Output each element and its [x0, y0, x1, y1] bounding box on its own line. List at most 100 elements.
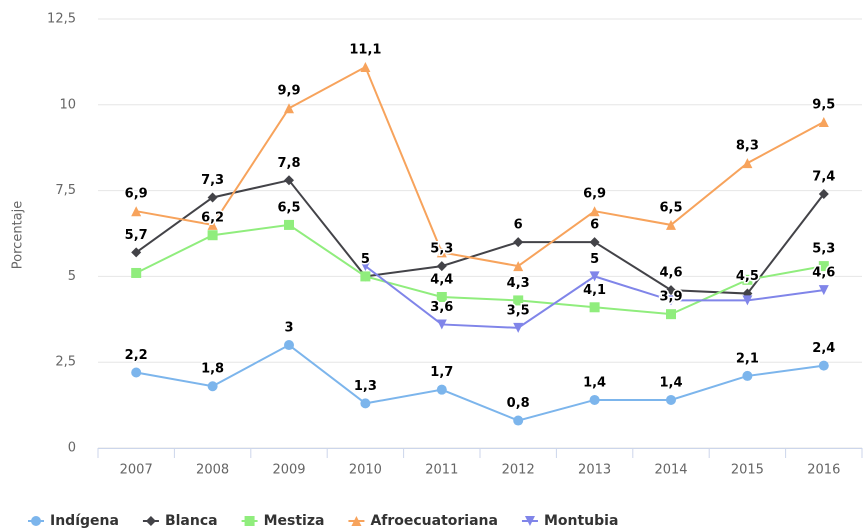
legend-symbol [244, 516, 255, 526]
data-label: 1,7 [430, 365, 453, 380]
point [666, 285, 676, 296]
data-label: 4,5 [736, 269, 759, 284]
point [207, 219, 218, 230]
x-tick-label: 2012 [502, 463, 535, 478]
data-label: 1,4 [659, 375, 682, 390]
point [360, 398, 371, 409]
point [436, 291, 447, 302]
data-label: 2,4 [812, 341, 835, 356]
point [742, 158, 753, 169]
point [666, 394, 676, 405]
legend-symbol [351, 516, 362, 526]
data-label: 6 [514, 218, 523, 233]
point [513, 322, 524, 333]
data-label: 3,5 [507, 303, 530, 318]
x-tick-label: 2010 [349, 463, 382, 478]
point [666, 219, 676, 230]
data-label: 6,2 [201, 211, 224, 226]
point [436, 319, 447, 330]
data-label: 4,3 [507, 276, 530, 291]
point [513, 261, 524, 272]
legend-symbol [31, 516, 41, 526]
point [131, 247, 142, 258]
point [513, 237, 524, 248]
data-label: 4,1 [583, 283, 606, 298]
point [818, 189, 829, 200]
point [360, 62, 371, 73]
data-label: 3,9 [659, 290, 682, 305]
legend-label: Indígena [50, 513, 119, 529]
data-label: 6,5 [659, 200, 682, 215]
point [589, 271, 600, 282]
data-label: 7,3 [201, 173, 224, 188]
data-label: 6,5 [277, 200, 300, 215]
series-line [136, 65, 825, 268]
data-label: 7,8 [277, 156, 300, 171]
y-tick-label: 10 [59, 97, 76, 112]
point [284, 175, 294, 186]
y-axis-title: Porcentaje [11, 201, 26, 269]
data-label: 8,3 [736, 139, 759, 154]
point [360, 261, 371, 272]
y-tick-label: 0 [68, 441, 76, 456]
data-label: 6,9 [125, 187, 148, 202]
y-tick-label: 7,5 [55, 183, 76, 198]
y-tick-label: 5 [68, 269, 76, 284]
y-tick-label: 12,5 [47, 12, 76, 27]
legend-label: Mestiza [264, 513, 325, 529]
series-line [135, 223, 824, 316]
point [436, 247, 447, 258]
point [436, 384, 447, 395]
point [589, 206, 600, 217]
data-label: 1,3 [354, 379, 377, 394]
legend-symbol [524, 516, 535, 526]
x-tick-label: 2016 [807, 463, 840, 478]
x-tick-label: 2007 [120, 463, 153, 478]
point [436, 261, 447, 272]
data-label: 2,2 [125, 348, 148, 363]
point [284, 219, 294, 230]
point [666, 295, 676, 306]
point [131, 367, 142, 378]
point [818, 360, 829, 371]
point [666, 309, 676, 320]
data-label: 2,1 [736, 351, 759, 366]
x-tick-label: 2013 [578, 463, 611, 478]
point [513, 415, 524, 426]
series-line [135, 179, 825, 295]
data-label: 5,3 [430, 242, 453, 257]
data-label: 5,7 [125, 228, 148, 243]
point [742, 274, 753, 285]
data-label: 11,1 [349, 43, 381, 58]
point [513, 295, 524, 306]
legend-label: Afroecuatoriana [370, 513, 498, 529]
point [589, 394, 600, 405]
data-label: 1,4 [583, 375, 606, 390]
x-tick-label: 2008 [196, 463, 229, 478]
point [742, 295, 753, 306]
series-line [136, 343, 824, 422]
x-tick-label: 2011 [425, 463, 458, 478]
data-label: 7,4 [812, 170, 835, 185]
data-label: 9,5 [812, 97, 835, 112]
point [818, 261, 829, 272]
data-label: 4,6 [659, 266, 682, 281]
point [284, 103, 294, 114]
point [207, 381, 218, 392]
data-label: 3,6 [430, 300, 453, 315]
point [589, 237, 600, 248]
x-tick-label: 2014 [654, 463, 687, 478]
point [207, 192, 218, 203]
data-label: 0,8 [507, 396, 530, 411]
point [360, 271, 371, 282]
data-label: 5,3 [812, 242, 835, 257]
x-tick-label: 2009 [272, 463, 305, 478]
data-label: 4,6 [812, 266, 835, 281]
data-label: 5 [590, 252, 599, 267]
data-label: 9,9 [277, 84, 300, 99]
point [742, 370, 753, 381]
data-label: 6,9 [583, 187, 606, 202]
data-label: 6 [590, 218, 599, 233]
data-label: 1,8 [201, 362, 224, 377]
